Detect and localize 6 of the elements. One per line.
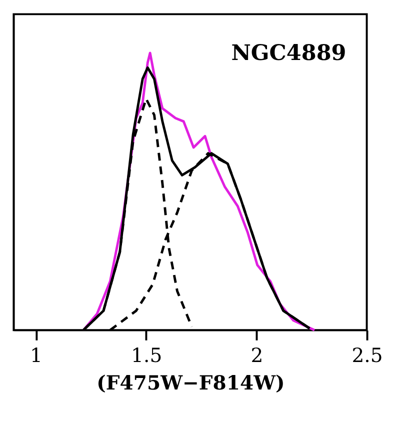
- x-axis-title: (F475W−F814W): [96, 371, 285, 394]
- x-tick-label: 2: [250, 344, 264, 367]
- x-tick-label: 1: [30, 344, 42, 367]
- x-tick-label: 1.5: [131, 344, 162, 367]
- x-tick-label: 2.5: [352, 344, 383, 367]
- annotation: NGC4889: [231, 41, 346, 66]
